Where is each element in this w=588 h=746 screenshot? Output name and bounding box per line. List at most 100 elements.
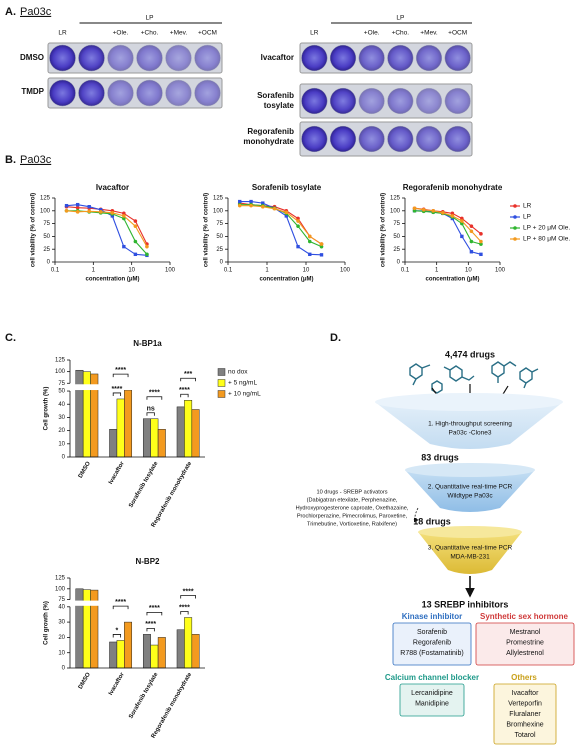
side-note: Trimebutine, Vortioxetine, Ralxifene) (307, 521, 397, 527)
point (308, 252, 312, 257)
well (136, 79, 163, 107)
step-text: 3. Quantitative real-time PCR (428, 545, 513, 552)
point (249, 199, 253, 204)
point (479, 232, 483, 236)
drug-groups: Kinase inhibitor Sorafenib Regorafenib R788… (385, 612, 575, 745)
well (415, 125, 443, 153)
well (301, 87, 328, 115)
well (165, 44, 192, 72)
x-tick-label: 100 (165, 268, 176, 274)
point (133, 219, 138, 223)
drug-name: Bromhexine (506, 721, 543, 728)
legend-label: LR (523, 203, 532, 210)
drug-name: Lercanidipine (411, 690, 453, 697)
well (415, 44, 443, 72)
well (301, 125, 328, 153)
point (307, 234, 312, 239)
group-title: Synthetic sex hormone (480, 612, 569, 621)
significance-label: **** (111, 386, 122, 393)
legend-label: LP + 20 μM Ole. (523, 225, 570, 232)
drug-name: Allylestrenol (506, 650, 544, 657)
significance-label: **** (145, 621, 156, 628)
significance-bracket (112, 605, 129, 610)
well (329, 44, 357, 72)
drug-count: 83 drugs (421, 452, 459, 462)
significance-bracket (146, 611, 163, 616)
y-tick-label: 20 (58, 635, 65, 641)
y-axis-label: cell viability (% of control) (381, 193, 387, 267)
column-label: LP (396, 15, 404, 22)
point (319, 242, 324, 246)
y-tick-label: 30 (58, 415, 65, 421)
bar (142, 418, 151, 458)
funnel-top (405, 463, 535, 477)
point (238, 199, 242, 204)
side-note: Hydroxyprogesterone caproate, Oxethazain… (296, 505, 409, 511)
funnel (405, 470, 535, 512)
point (460, 234, 464, 239)
y-tick-label: 50 (58, 389, 65, 395)
y-tick-label: 25 (393, 247, 400, 253)
step-text: Wildtype Pa03c (447, 493, 493, 500)
group-title: Others (511, 673, 537, 682)
point (64, 209, 69, 213)
bar (150, 418, 159, 458)
well (49, 44, 76, 72)
series-line (239, 201, 322, 256)
y-tick-label: 100 (55, 369, 66, 375)
y-tick-label: 0 (397, 260, 401, 266)
significance-bracket (112, 392, 122, 396)
x-tick-label: Sorafenib tosylate (128, 671, 160, 720)
point (296, 224, 300, 228)
y-axis-label: Cell growth (%) (44, 601, 50, 645)
significance-label: **** (179, 387, 190, 394)
point (469, 224, 474, 228)
point (64, 203, 69, 208)
group-box (475, 622, 575, 666)
significance-label: **** (149, 605, 160, 612)
chart-title: Sorafenib tosylate (252, 183, 322, 192)
point (421, 207, 426, 212)
chart-title: Ivacaftor (96, 183, 129, 192)
legend-label: LP (523, 214, 531, 221)
well (444, 125, 471, 153)
bar (75, 369, 84, 458)
significance-bracket (146, 396, 163, 400)
bar (184, 400, 193, 458)
column-label: +Ole. (364, 30, 380, 37)
point (110, 211, 115, 215)
x-tick-label: Regorafenib monohydrate (151, 460, 194, 528)
x-tick-label: 0.1 (51, 268, 60, 274)
cell-line: Pa03c (20, 6, 52, 18)
well (387, 87, 414, 115)
panel-label: C. (5, 332, 16, 344)
well (329, 125, 357, 153)
significance-bracket (112, 634, 122, 638)
y-tick-label: 100 (390, 208, 401, 214)
legend-swatch (217, 379, 226, 387)
column-label: LR (310, 30, 319, 37)
y-tick-label: 40 (58, 402, 65, 408)
x-tick-label: Regorafenib monohydrate (151, 671, 194, 739)
well (165, 79, 192, 107)
panel-label: D. (330, 332, 341, 344)
x-tick-label: 100 (495, 268, 506, 274)
funnel (375, 402, 563, 449)
result: 13 SREBP inhibitors (422, 599, 509, 609)
row-label: TMDP (21, 87, 44, 96)
x-axis-label: concentration (μM) (85, 277, 139, 283)
well (415, 87, 443, 115)
column-label: +Mev. (420, 30, 438, 37)
y-tick-label: 125 (213, 196, 224, 202)
point (284, 210, 289, 215)
x-tick-label: 1 (265, 268, 269, 274)
y-tick-label: 25 (43, 247, 50, 253)
significance-label: *** (184, 371, 192, 378)
y-tick-label: 125 (55, 358, 66, 364)
cell-line: Pa03c (20, 154, 52, 166)
step-text: MDA-MB-231 (450, 554, 490, 561)
point (469, 250, 474, 254)
legend-marker (513, 226, 517, 230)
column-label: +Cho. (392, 30, 410, 37)
